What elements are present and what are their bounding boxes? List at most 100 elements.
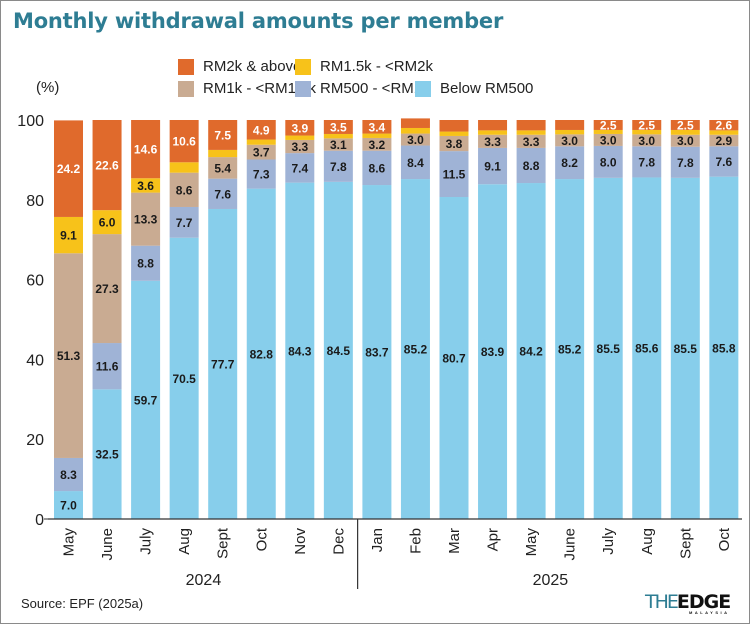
data-label: 83.7: [365, 346, 389, 360]
bar-segment-below-rm500: [632, 177, 662, 519]
y-tick-label: 80: [26, 193, 44, 210]
bar-segment-rm1-5k-rm2k: [593, 129, 623, 134]
bar-segment-rm1k-rm1-5k: [439, 135, 469, 152]
bar-segment-rm1-5k-rm2k: [169, 162, 199, 173]
bar-segment-rm1k-rm1-5k: [516, 134, 546, 148]
bar-segment-below-rm500: [246, 188, 276, 520]
data-label: 3.9: [291, 121, 308, 135]
bar-segment-below-rm500: [131, 280, 161, 519]
data-label: 3.0: [407, 133, 424, 147]
bar-segment-rm500-rm1k: [478, 147, 508, 185]
bar-segment-below-rm500: [285, 182, 315, 519]
data-label: 24.2: [57, 162, 81, 176]
bar-segment-below-rm500: [169, 237, 199, 519]
data-label: 3.0: [561, 134, 578, 148]
x-tick-label: May: [523, 528, 540, 557]
data-label: 8.8: [137, 257, 154, 271]
bar-segment-rm2k-above: [593, 120, 623, 130]
bar-segment-rm1k-rm1-5k: [169, 172, 199, 207]
data-label: 70.5: [172, 372, 196, 386]
data-label: 14.6: [134, 143, 158, 157]
bar-segment-below-rm500: [478, 184, 508, 519]
bar-segment-rm1k-rm1-5k: [323, 138, 353, 151]
legend-label: RM1.5k - <RM2k: [320, 58, 433, 75]
data-label: 3.1: [330, 138, 347, 152]
x-tick-label: June: [99, 528, 116, 561]
bar-segment-rm1-5k-rm2k: [555, 129, 585, 135]
bar-segment-rm2k-above: [285, 120, 315, 136]
data-label: 2.9: [716, 134, 733, 148]
bar-segment-below-rm500: [439, 197, 469, 519]
y-tick-label: 40: [26, 352, 44, 369]
bar-segment-rm2k-above: [400, 118, 430, 128]
data-label: 9.1: [484, 160, 501, 174]
bar-segment-rm1k-rm1-5k: [555, 134, 585, 147]
y-tick-label: 0: [35, 512, 44, 529]
logo-edge: EDGE: [676, 591, 731, 613]
data-label: 13.3: [134, 213, 158, 227]
data-label: 9.1: [60, 229, 77, 243]
data-label: 8.6: [176, 183, 193, 197]
bar-segment-below-rm500: [400, 179, 430, 519]
data-label: 4.9: [253, 123, 270, 137]
logo-the: THE: [645, 591, 679, 613]
data-label: 2.5: [638, 118, 655, 132]
bar-segment-rm1-5k-rm2k: [400, 127, 430, 134]
bar-segment-rm500-rm1k: [709, 146, 739, 177]
data-label: 7.5: [214, 128, 231, 142]
data-label: 85.5: [674, 342, 698, 356]
source-note: Source: EPF (2025a): [21, 596, 144, 611]
bar-segment-below-rm500: [709, 176, 739, 519]
x-tick-label: Sept: [677, 527, 694, 559]
bar-segment-rm500-rm1k: [439, 151, 469, 198]
x-tick-label: Apr: [485, 528, 502, 551]
data-label: 2.5: [677, 118, 694, 132]
legend-label: RM1k - <RM1.5k: [203, 80, 316, 97]
bar-segment-rm500-rm1k: [92, 343, 122, 390]
data-label: 3.0: [600, 133, 617, 147]
data-label: 32.5: [95, 448, 119, 462]
bar-segment-rm2k-above: [670, 120, 700, 130]
y-tick-label: 20: [26, 432, 44, 449]
bar-segment-rm1k-rm1-5k: [246, 144, 276, 160]
x-tick-label: Dec: [330, 528, 347, 555]
data-label: 3.3: [523, 135, 540, 149]
x-tick-label: Sept: [215, 527, 232, 559]
x-tick-label: July: [138, 528, 155, 555]
data-label: 85.5: [597, 342, 621, 356]
bar-segment-rm1-5k-rm2k: [632, 129, 662, 135]
bar-segment-rm2k-above: [131, 120, 161, 179]
bar-segment-rm1k-rm1-5k: [54, 253, 83, 458]
bar-segment-rm500-rm1k: [169, 206, 199, 238]
x-tick-label: Feb: [407, 528, 424, 554]
legend-swatch-rm500-rm1k: [295, 80, 311, 97]
legend-item-rm1-5k-rm2k: RM1.5k - <RM2k: [295, 58, 433, 75]
data-label: 7.8: [330, 160, 347, 174]
data-label: 59.7: [134, 393, 158, 407]
legend-label: Below RM500: [440, 80, 534, 97]
x-tick-label: Aug: [639, 528, 656, 555]
data-label: 3.2: [369, 138, 386, 152]
bar-segment-rm500-rm1k: [323, 150, 353, 182]
data-label: 3.5: [330, 120, 347, 134]
bar-segment-below-rm500: [362, 185, 392, 520]
bar-segment-below-rm500: [323, 181, 353, 519]
data-label: 11.6: [96, 360, 119, 374]
bar-segment-rm2k-above: [246, 120, 276, 140]
bar-segment-rm500-rm1k: [208, 178, 238, 209]
bar-segment-rm500-rm1k: [670, 146, 700, 178]
bar-segment-rm2k-above: [709, 120, 739, 131]
data-label: 85.8: [712, 341, 736, 355]
data-label: 5.4: [214, 161, 231, 175]
y-tick-label: 100: [17, 113, 44, 130]
data-label: 11.5: [443, 168, 466, 182]
data-label: 7.7: [176, 216, 193, 230]
bar-segment-rm1-5k-rm2k: [285, 135, 315, 140]
data-label: 85.2: [404, 343, 428, 357]
bar-segment-rm1-5k-rm2k: [92, 210, 122, 235]
data-label: 7.0: [60, 499, 77, 513]
bar-segment-rm2k-above: [54, 120, 83, 217]
data-label: 3.0: [677, 134, 694, 148]
x-tick-label: Oct: [253, 527, 270, 551]
bar-segment-rm1k-rm1-5k: [131, 192, 161, 246]
